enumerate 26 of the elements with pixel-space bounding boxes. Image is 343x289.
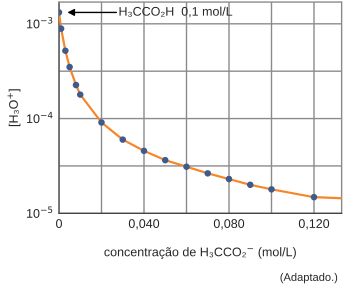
text: (Adaptado.) [280,272,338,284]
point [268,186,275,193]
point [310,194,318,200]
x-axis-title: concentração de H₃CCO₂$^{−}$ (mol/L) [104,247,296,259]
y-axis-title: [H₃O$^{+}$] [8,89,20,126]
point [58,25,64,32]
point [246,182,254,188]
point [119,136,126,143]
x-tick-label: 0,080 [214,219,244,230]
y-tick-label: 10$^{−3}$ [27,17,52,28]
point [140,148,148,154]
point [183,163,190,170]
point [204,170,212,177]
point [62,47,69,54]
x-tick-label: 0,040 [128,219,160,230]
point [76,91,84,98]
point [226,176,232,182]
point [66,64,73,70]
y-tick-label: 10$^{−5}$ [27,206,52,218]
point [162,156,169,164]
point [72,82,80,88]
x-tick-label: 0,120 [298,219,330,230]
y-tick-label: 10$^{−4}$ [27,112,52,124]
point [98,119,105,126]
x-tick-label: 0 [56,219,62,228]
annotation: H₃CCO₂H 0,1 mol/L [120,6,232,18]
